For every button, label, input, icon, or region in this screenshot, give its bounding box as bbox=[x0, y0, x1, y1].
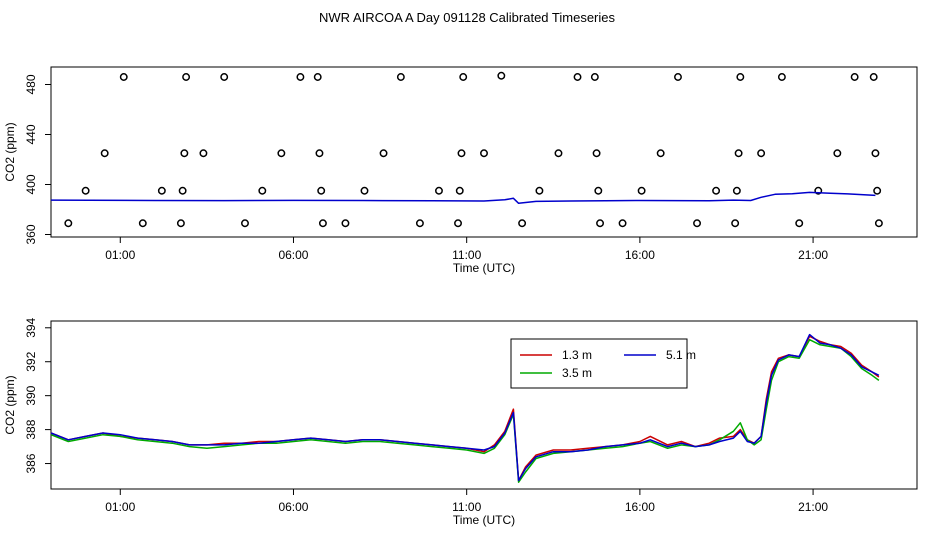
top-x-tick-label: 16:00 bbox=[625, 248, 655, 262]
top-x-tick-label: 21:00 bbox=[798, 248, 828, 262]
bottom-x-axis-label: Time (UTC) bbox=[453, 513, 515, 527]
flag-point bbox=[871, 149, 880, 158]
timeseries-line bbox=[50, 191, 876, 205]
flag-point bbox=[396, 73, 405, 81]
top-x-tick-label: 01:00 bbox=[105, 248, 135, 262]
flag-point bbox=[455, 186, 464, 195]
flag-point bbox=[199, 149, 208, 158]
flag-point bbox=[176, 219, 185, 228]
bottom-x-tick-label: 16:00 bbox=[625, 500, 655, 514]
flag-point bbox=[594, 186, 603, 195]
bottom-y-axis-label: CO2 (ppm) bbox=[3, 375, 17, 434]
flag-point bbox=[573, 73, 582, 81]
top-y-axis-label: CO2 (ppm) bbox=[3, 122, 17, 181]
flag-point bbox=[777, 73, 786, 81]
legend-label: 5.1 m bbox=[666, 348, 696, 362]
flag-point bbox=[435, 186, 443, 195]
series-line-1-3-mm bbox=[50, 335, 880, 482]
flag-point bbox=[178, 186, 187, 195]
flag-point bbox=[732, 186, 741, 195]
flag-point bbox=[360, 186, 369, 195]
legend-box bbox=[510, 338, 688, 389]
top-y-tick-label: 440 bbox=[24, 124, 38, 144]
flag-point bbox=[64, 219, 73, 228]
bottom-x-tick-label: 21:00 bbox=[798, 500, 828, 514]
flag-point bbox=[220, 73, 229, 81]
flag-point bbox=[618, 219, 627, 228]
flag-point bbox=[757, 149, 766, 158]
flag-point bbox=[590, 73, 599, 81]
top-y-tick-label: 400 bbox=[24, 174, 38, 194]
top-y-tick-label: 360 bbox=[24, 224, 38, 244]
figure-title: NWR AIRCOA A Day 091128 Calibrated Times… bbox=[319, 10, 615, 25]
flag-point bbox=[138, 219, 147, 228]
flag-point bbox=[119, 73, 128, 81]
bottom-y-tick-label: 386 bbox=[24, 453, 38, 473]
series-line-3-5-mm bbox=[50, 338, 880, 483]
bottom-y-tick-label: 394 bbox=[24, 317, 38, 337]
bottom-y-tick-label: 390 bbox=[24, 385, 38, 405]
flag-point bbox=[296, 73, 305, 81]
flag-point bbox=[869, 73, 878, 81]
legend: 1.3 m 3.5 m 5.1 m bbox=[510, 338, 696, 389]
flag-point bbox=[341, 219, 350, 228]
flag-point bbox=[734, 149, 743, 158]
flag-point bbox=[518, 219, 527, 228]
flag-point bbox=[318, 219, 327, 228]
top-x-axis-label: Time (UTC) bbox=[453, 261, 515, 275]
flag-point bbox=[277, 149, 286, 158]
top-x-tick-label: 06:00 bbox=[278, 248, 308, 262]
flag-point bbox=[554, 149, 563, 158]
top-plot-frame bbox=[50, 66, 918, 238]
flag-point bbox=[596, 219, 604, 228]
legend-label: 3.5 m bbox=[562, 366, 592, 380]
flag-point bbox=[317, 186, 326, 195]
flag-point bbox=[457, 149, 466, 158]
flag-point bbox=[315, 149, 324, 158]
flag-point bbox=[379, 149, 388, 158]
flag-point bbox=[693, 219, 701, 228]
flag-point bbox=[180, 149, 189, 158]
flag-point bbox=[833, 149, 842, 158]
flag-point bbox=[241, 219, 249, 228]
bottom-plot-frame bbox=[50, 320, 918, 490]
flag-point bbox=[535, 186, 544, 195]
flag-point bbox=[736, 73, 745, 81]
flag-point bbox=[674, 73, 682, 81]
flag-point bbox=[814, 186, 823, 195]
flag-point bbox=[454, 219, 462, 228]
flag-point bbox=[415, 219, 424, 228]
flag-point bbox=[157, 186, 166, 195]
flag-point bbox=[795, 219, 804, 228]
flag-point bbox=[731, 219, 740, 228]
flag-point bbox=[874, 219, 883, 228]
flag-point bbox=[873, 186, 882, 195]
bottom-panel: 01:00 06:00 11:00 16:00 21:00 386 388 390 392 394… bbox=[3, 317, 918, 527]
bottom-y-tick-label: 392 bbox=[24, 351, 38, 371]
flag-point bbox=[497, 71, 506, 80]
top-panel: 01:00 06:00 11:00 16:00 21:00 360 400 440 480 Tim… bbox=[3, 66, 918, 275]
flag-point bbox=[592, 149, 601, 158]
flag-point bbox=[100, 149, 109, 158]
flag-point bbox=[313, 73, 322, 81]
bottom-x-tick-label: 11:00 bbox=[452, 500, 481, 514]
flag-point bbox=[712, 186, 721, 195]
bottom-y-tick-label: 388 bbox=[24, 419, 38, 439]
flag-point bbox=[480, 149, 488, 158]
flag-point bbox=[182, 73, 191, 81]
series-line-5-1-mm bbox=[50, 333, 880, 482]
flag-point bbox=[459, 73, 468, 81]
flag-point bbox=[81, 186, 90, 195]
flag-point bbox=[850, 73, 859, 81]
bottom-x-tick-label: 01:00 bbox=[105, 500, 135, 514]
flag-point bbox=[637, 186, 646, 195]
flag-point bbox=[656, 149, 665, 158]
bottom-x-tick-label: 06:00 bbox=[278, 500, 308, 514]
flag-point bbox=[258, 186, 267, 195]
top-y-tick-label: 480 bbox=[24, 74, 38, 94]
legend-label: 1.3 m bbox=[562, 348, 592, 362]
top-x-tick-label: 11:00 bbox=[452, 248, 481, 262]
